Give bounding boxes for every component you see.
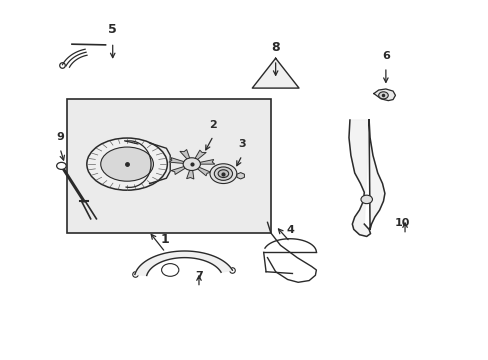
Text: 3: 3 xyxy=(238,139,245,149)
Ellipse shape xyxy=(87,138,167,190)
Circle shape xyxy=(183,158,200,171)
Polygon shape xyxy=(180,150,191,164)
Polygon shape xyxy=(191,164,210,176)
Polygon shape xyxy=(252,58,298,88)
Polygon shape xyxy=(186,164,193,179)
Circle shape xyxy=(378,92,387,99)
Polygon shape xyxy=(348,120,384,237)
Circle shape xyxy=(214,167,232,180)
Text: 6: 6 xyxy=(381,51,389,61)
Ellipse shape xyxy=(121,160,133,168)
Text: 2: 2 xyxy=(209,120,217,130)
Text: 10: 10 xyxy=(394,218,409,228)
Ellipse shape xyxy=(108,152,146,176)
Polygon shape xyxy=(191,159,214,164)
Text: 5: 5 xyxy=(108,23,117,36)
Circle shape xyxy=(218,170,228,177)
Text: 7: 7 xyxy=(195,271,203,281)
Circle shape xyxy=(161,264,179,276)
Text: 1: 1 xyxy=(161,233,169,246)
Circle shape xyxy=(57,162,66,170)
Polygon shape xyxy=(373,89,395,100)
Text: 9: 9 xyxy=(56,132,64,142)
Text: 8: 8 xyxy=(271,41,280,54)
Polygon shape xyxy=(191,150,206,164)
Text: 4: 4 xyxy=(285,225,293,235)
Circle shape xyxy=(209,164,236,184)
Circle shape xyxy=(360,195,372,204)
FancyBboxPatch shape xyxy=(67,99,270,233)
Polygon shape xyxy=(171,164,191,175)
Ellipse shape xyxy=(101,147,153,181)
Ellipse shape xyxy=(115,156,139,172)
Polygon shape xyxy=(169,158,191,164)
Polygon shape xyxy=(135,251,232,275)
